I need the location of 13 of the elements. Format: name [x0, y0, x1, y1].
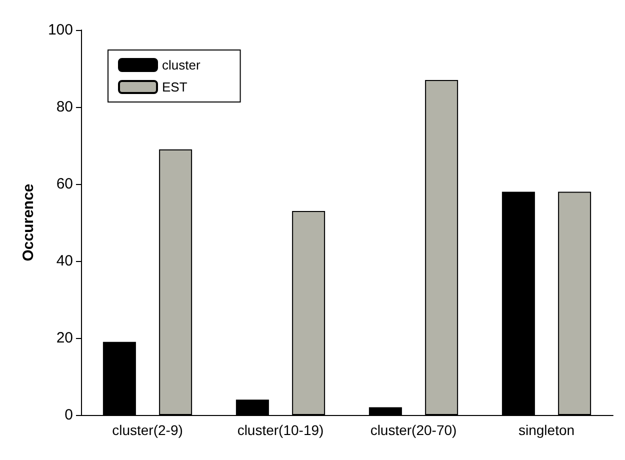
y-tick-label: 40 — [56, 252, 73, 270]
x-tick-label: singleton — [518, 422, 575, 438]
x-tick-label: cluster(20-70) — [370, 422, 457, 438]
y-tick-label: 80 — [56, 98, 73, 116]
y-tick-label: 100 — [48, 22, 73, 38]
y-axis-title: Occurence — [20, 184, 37, 262]
y-tick-label: 0 — [64, 406, 73, 424]
legend-label: EST — [162, 80, 188, 94]
x-tick-label: cluster(2-9) — [112, 422, 183, 438]
y-tick-label: 60 — [56, 176, 73, 192]
x-tick-label: cluster(10-19) — [237, 422, 324, 438]
legend-label: cluster — [162, 58, 201, 72]
y-tick-label: 20 — [56, 330, 73, 346]
